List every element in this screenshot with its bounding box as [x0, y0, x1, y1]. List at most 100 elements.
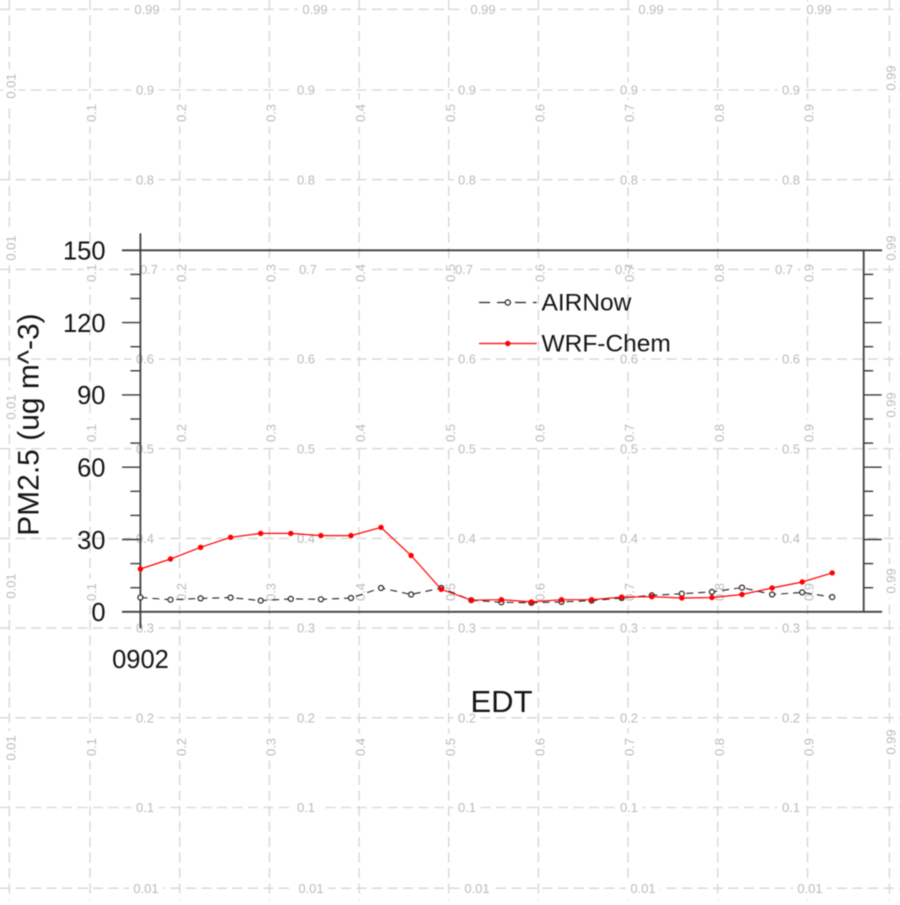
- svg-text:0.7: 0.7: [622, 104, 637, 122]
- svg-text:0.8: 0.8: [712, 424, 727, 442]
- svg-text:0.8: 0.8: [712, 104, 727, 122]
- svg-text:EDT: EDT: [471, 684, 533, 719]
- svg-text:0.6: 0.6: [782, 352, 800, 367]
- svg-text:0.2: 0.2: [174, 738, 189, 756]
- svg-text:0.8: 0.8: [782, 172, 800, 187]
- svg-text:0.1: 0.1: [782, 800, 800, 815]
- svg-text:0.8: 0.8: [712, 264, 727, 282]
- svg-text:0.99: 0.99: [884, 568, 899, 593]
- svg-text:0.9: 0.9: [802, 264, 817, 282]
- svg-text:0.4: 0.4: [353, 424, 368, 442]
- svg-text:0.7: 0.7: [299, 262, 317, 277]
- svg-text:0.8: 0.8: [458, 172, 476, 187]
- svg-text:0.1: 0.1: [84, 264, 99, 282]
- svg-text:0.99: 0.99: [470, 2, 495, 17]
- svg-text:0.01: 0.01: [3, 573, 18, 598]
- svg-text:0.6: 0.6: [620, 352, 638, 367]
- svg-text:0.01: 0.01: [298, 881, 323, 896]
- svg-text:0.3: 0.3: [264, 583, 279, 601]
- svg-text:60: 60: [77, 455, 105, 483]
- svg-text:0.9: 0.9: [802, 104, 817, 122]
- svg-text:0.01: 0.01: [630, 881, 655, 896]
- svg-text:120: 120: [63, 310, 106, 338]
- svg-text:0.8: 0.8: [712, 738, 727, 756]
- svg-text:0902: 0902: [112, 646, 169, 674]
- svg-text:0.99: 0.99: [884, 235, 899, 260]
- svg-text:0.7: 0.7: [775, 262, 793, 277]
- svg-text:0.7: 0.7: [455, 262, 473, 277]
- svg-text:0.8: 0.8: [297, 172, 315, 187]
- svg-text:0.6: 0.6: [533, 424, 548, 442]
- svg-text:0.7: 0.7: [140, 262, 158, 277]
- svg-text:0.1: 0.1: [136, 800, 154, 815]
- svg-text:0.4: 0.4: [136, 531, 154, 546]
- svg-text:0.4: 0.4: [620, 531, 638, 546]
- svg-text:0.6: 0.6: [458, 352, 476, 367]
- svg-text:WRF-Chem: WRF-Chem: [542, 331, 671, 358]
- svg-text:0.3: 0.3: [782, 621, 800, 636]
- svg-text:0.3: 0.3: [264, 738, 279, 756]
- svg-text:0.5: 0.5: [443, 738, 458, 756]
- svg-text:0.01: 0.01: [464, 881, 489, 896]
- svg-text:0.9: 0.9: [297, 83, 315, 98]
- svg-text:0: 0: [91, 599, 105, 627]
- svg-text:0.01: 0.01: [3, 735, 18, 760]
- svg-text:0.3: 0.3: [458, 621, 476, 636]
- svg-text:0.99: 0.99: [884, 729, 899, 754]
- svg-text:0.2: 0.2: [782, 710, 800, 725]
- svg-text:0.9: 0.9: [620, 83, 638, 98]
- svg-text:0.01: 0.01: [133, 881, 158, 896]
- svg-text:PM2.5 (ug m^-3): PM2.5 (ug m^-3): [13, 313, 46, 535]
- svg-text:0.5: 0.5: [443, 264, 458, 282]
- svg-text:0.3: 0.3: [136, 621, 154, 636]
- svg-text:90: 90: [77, 382, 105, 410]
- svg-text:0.1: 0.1: [84, 424, 99, 442]
- svg-text:0.2: 0.2: [174, 424, 189, 442]
- svg-text:0.9: 0.9: [802, 738, 817, 756]
- svg-text:0.4: 0.4: [353, 738, 368, 756]
- svg-text:0.9: 0.9: [802, 424, 817, 442]
- svg-text:0.99: 0.99: [302, 2, 327, 17]
- svg-text:0.6: 0.6: [533, 583, 548, 601]
- svg-text:0.1: 0.1: [458, 800, 476, 815]
- svg-text:0.1: 0.1: [297, 800, 315, 815]
- svg-text:150: 150: [63, 238, 106, 266]
- svg-text:0.4: 0.4: [353, 583, 368, 601]
- svg-text:0.99: 0.99: [806, 2, 831, 17]
- svg-text:0.4: 0.4: [353, 104, 368, 122]
- svg-text:0.5: 0.5: [297, 441, 315, 456]
- svg-text:AIRNow: AIRNow: [542, 290, 632, 317]
- svg-text:0.3: 0.3: [297, 621, 315, 636]
- svg-text:0.1: 0.1: [84, 738, 99, 756]
- svg-text:0.1: 0.1: [620, 800, 638, 815]
- svg-text:0.6: 0.6: [533, 104, 548, 122]
- svg-text:0.3: 0.3: [264, 424, 279, 442]
- svg-text:0.2: 0.2: [620, 710, 638, 725]
- svg-text:0.7: 0.7: [622, 738, 637, 756]
- svg-text:0.99: 0.99: [884, 392, 899, 417]
- svg-text:0.9: 0.9: [458, 83, 476, 98]
- svg-text:0.4: 0.4: [353, 264, 368, 282]
- svg-text:0.5: 0.5: [458, 441, 476, 456]
- svg-text:0.9: 0.9: [136, 83, 154, 98]
- svg-text:0.99: 0.99: [134, 2, 159, 17]
- svg-text:0.8: 0.8: [136, 172, 154, 187]
- svg-text:0.7: 0.7: [622, 264, 637, 282]
- svg-text:0.2: 0.2: [174, 264, 189, 282]
- svg-text:0.99: 0.99: [884, 65, 899, 90]
- svg-text:0.7: 0.7: [622, 424, 637, 442]
- svg-text:0.6: 0.6: [533, 738, 548, 756]
- svg-text:0.01: 0.01: [3, 394, 18, 419]
- svg-text:30: 30: [77, 527, 105, 555]
- svg-text:0.6: 0.6: [533, 264, 548, 282]
- svg-text:0.99: 0.99: [638, 2, 663, 17]
- svg-text:0.5: 0.5: [620, 441, 638, 456]
- svg-text:0.3: 0.3: [264, 104, 279, 122]
- svg-text:0.5: 0.5: [782, 441, 800, 456]
- svg-text:0.6: 0.6: [136, 352, 154, 367]
- svg-text:0.5: 0.5: [443, 424, 458, 442]
- svg-text:0.5: 0.5: [443, 104, 458, 122]
- svg-text:0.3: 0.3: [620, 621, 638, 636]
- svg-text:0.1: 0.1: [84, 583, 99, 601]
- svg-text:0.9: 0.9: [802, 583, 817, 601]
